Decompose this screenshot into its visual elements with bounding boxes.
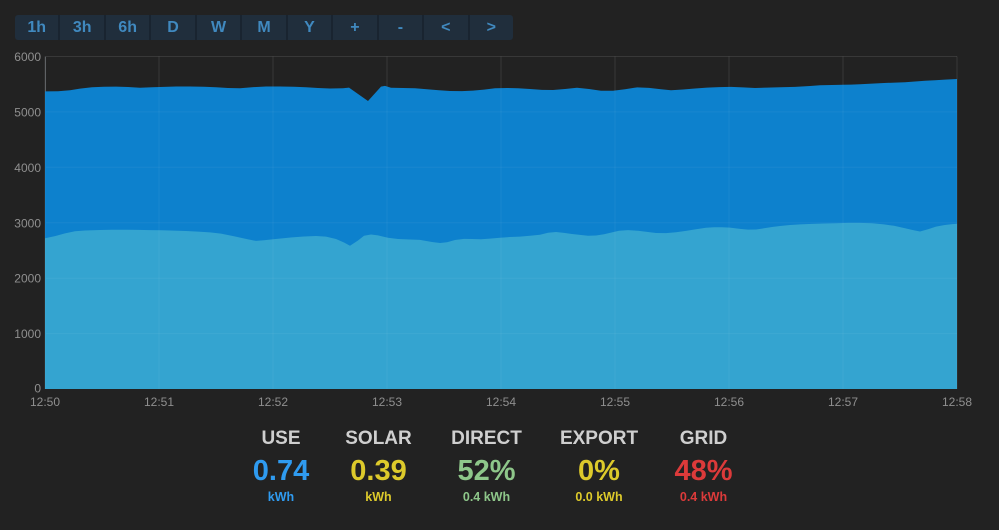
svg-text:3000: 3000 [14,216,41,230]
svg-text:12:50: 12:50 [30,395,60,409]
svg-text:12:52: 12:52 [258,395,288,409]
svg-text:4000: 4000 [14,161,41,175]
svg-text:12:51: 12:51 [144,395,174,409]
svg-text:5000: 5000 [14,105,41,119]
svg-text:1000: 1000 [14,327,41,341]
svg-text:12:53: 12:53 [372,395,402,409]
svg-text:12:57: 12:57 [828,395,858,409]
svg-text:12:55: 12:55 [600,395,630,409]
svg-text:6000: 6000 [14,50,41,64]
svg-text:0: 0 [34,382,41,396]
svg-text:12:58: 12:58 [942,395,972,409]
svg-text:12:56: 12:56 [714,395,744,409]
svg-text:2000: 2000 [14,272,41,286]
svg-text:12:54: 12:54 [486,395,516,409]
